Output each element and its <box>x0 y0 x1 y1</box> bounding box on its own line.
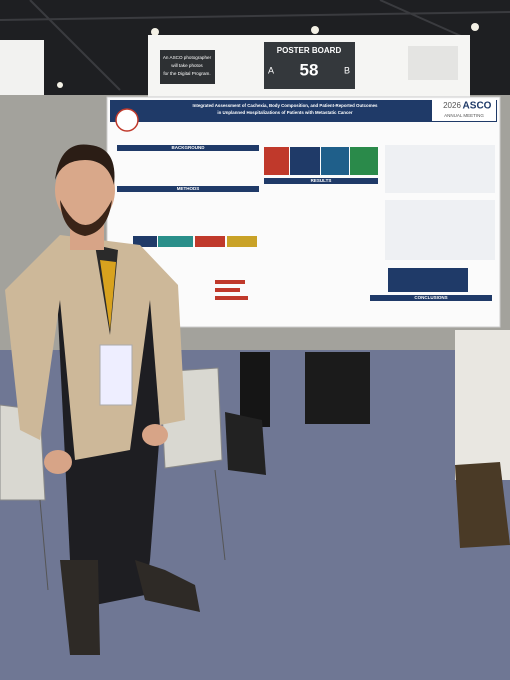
sign-text: for the Digital Program. <box>163 71 210 76</box>
board-side: B <box>344 65 350 75</box>
poster-title: Integrated Assessment of Cachexia, Body … <box>192 103 378 108</box>
sign-text: An ASCO photographer <box>163 55 212 60</box>
sign-text: will take photos <box>171 63 203 68</box>
board-number: 58 <box>300 60 319 79</box>
board-side: A <box>268 65 274 75</box>
ceiling-lights <box>57 23 479 88</box>
university-logo <box>115 108 139 132</box>
section-bar <box>117 186 259 192</box>
section-heading: BACKGROUND <box>172 145 206 150</box>
ceiling-trusses <box>0 0 510 91</box>
board-label: POSTER BOARD <box>277 46 342 55</box>
meeting-sub: ANNUAL MEETING <box>444 113 484 118</box>
section-heading: METHODS <box>177 186 200 191</box>
poster-body <box>133 145 495 300</box>
meeting-logo <box>432 99 496 121</box>
section-heading: RESULTS <box>311 178 332 183</box>
meeting-name: ASCO <box>463 101 492 112</box>
side-wall <box>455 330 510 480</box>
section-heading: CONCLUSIONS <box>414 295 447 300</box>
meeting-year: 2026 <box>443 101 461 110</box>
sign-box <box>160 50 215 84</box>
board-number-box <box>264 42 355 89</box>
person <box>5 144 200 655</box>
left-board <box>0 40 44 95</box>
section-bar <box>117 145 259 151</box>
section-bar <box>370 295 492 301</box>
section-bar <box>264 178 378 184</box>
qr-sign <box>408 46 458 80</box>
poster-title: in Unplanned Hospitalizations of Patient… <box>217 110 352 115</box>
poster-header <box>110 100 497 122</box>
bystanders <box>225 352 510 548</box>
